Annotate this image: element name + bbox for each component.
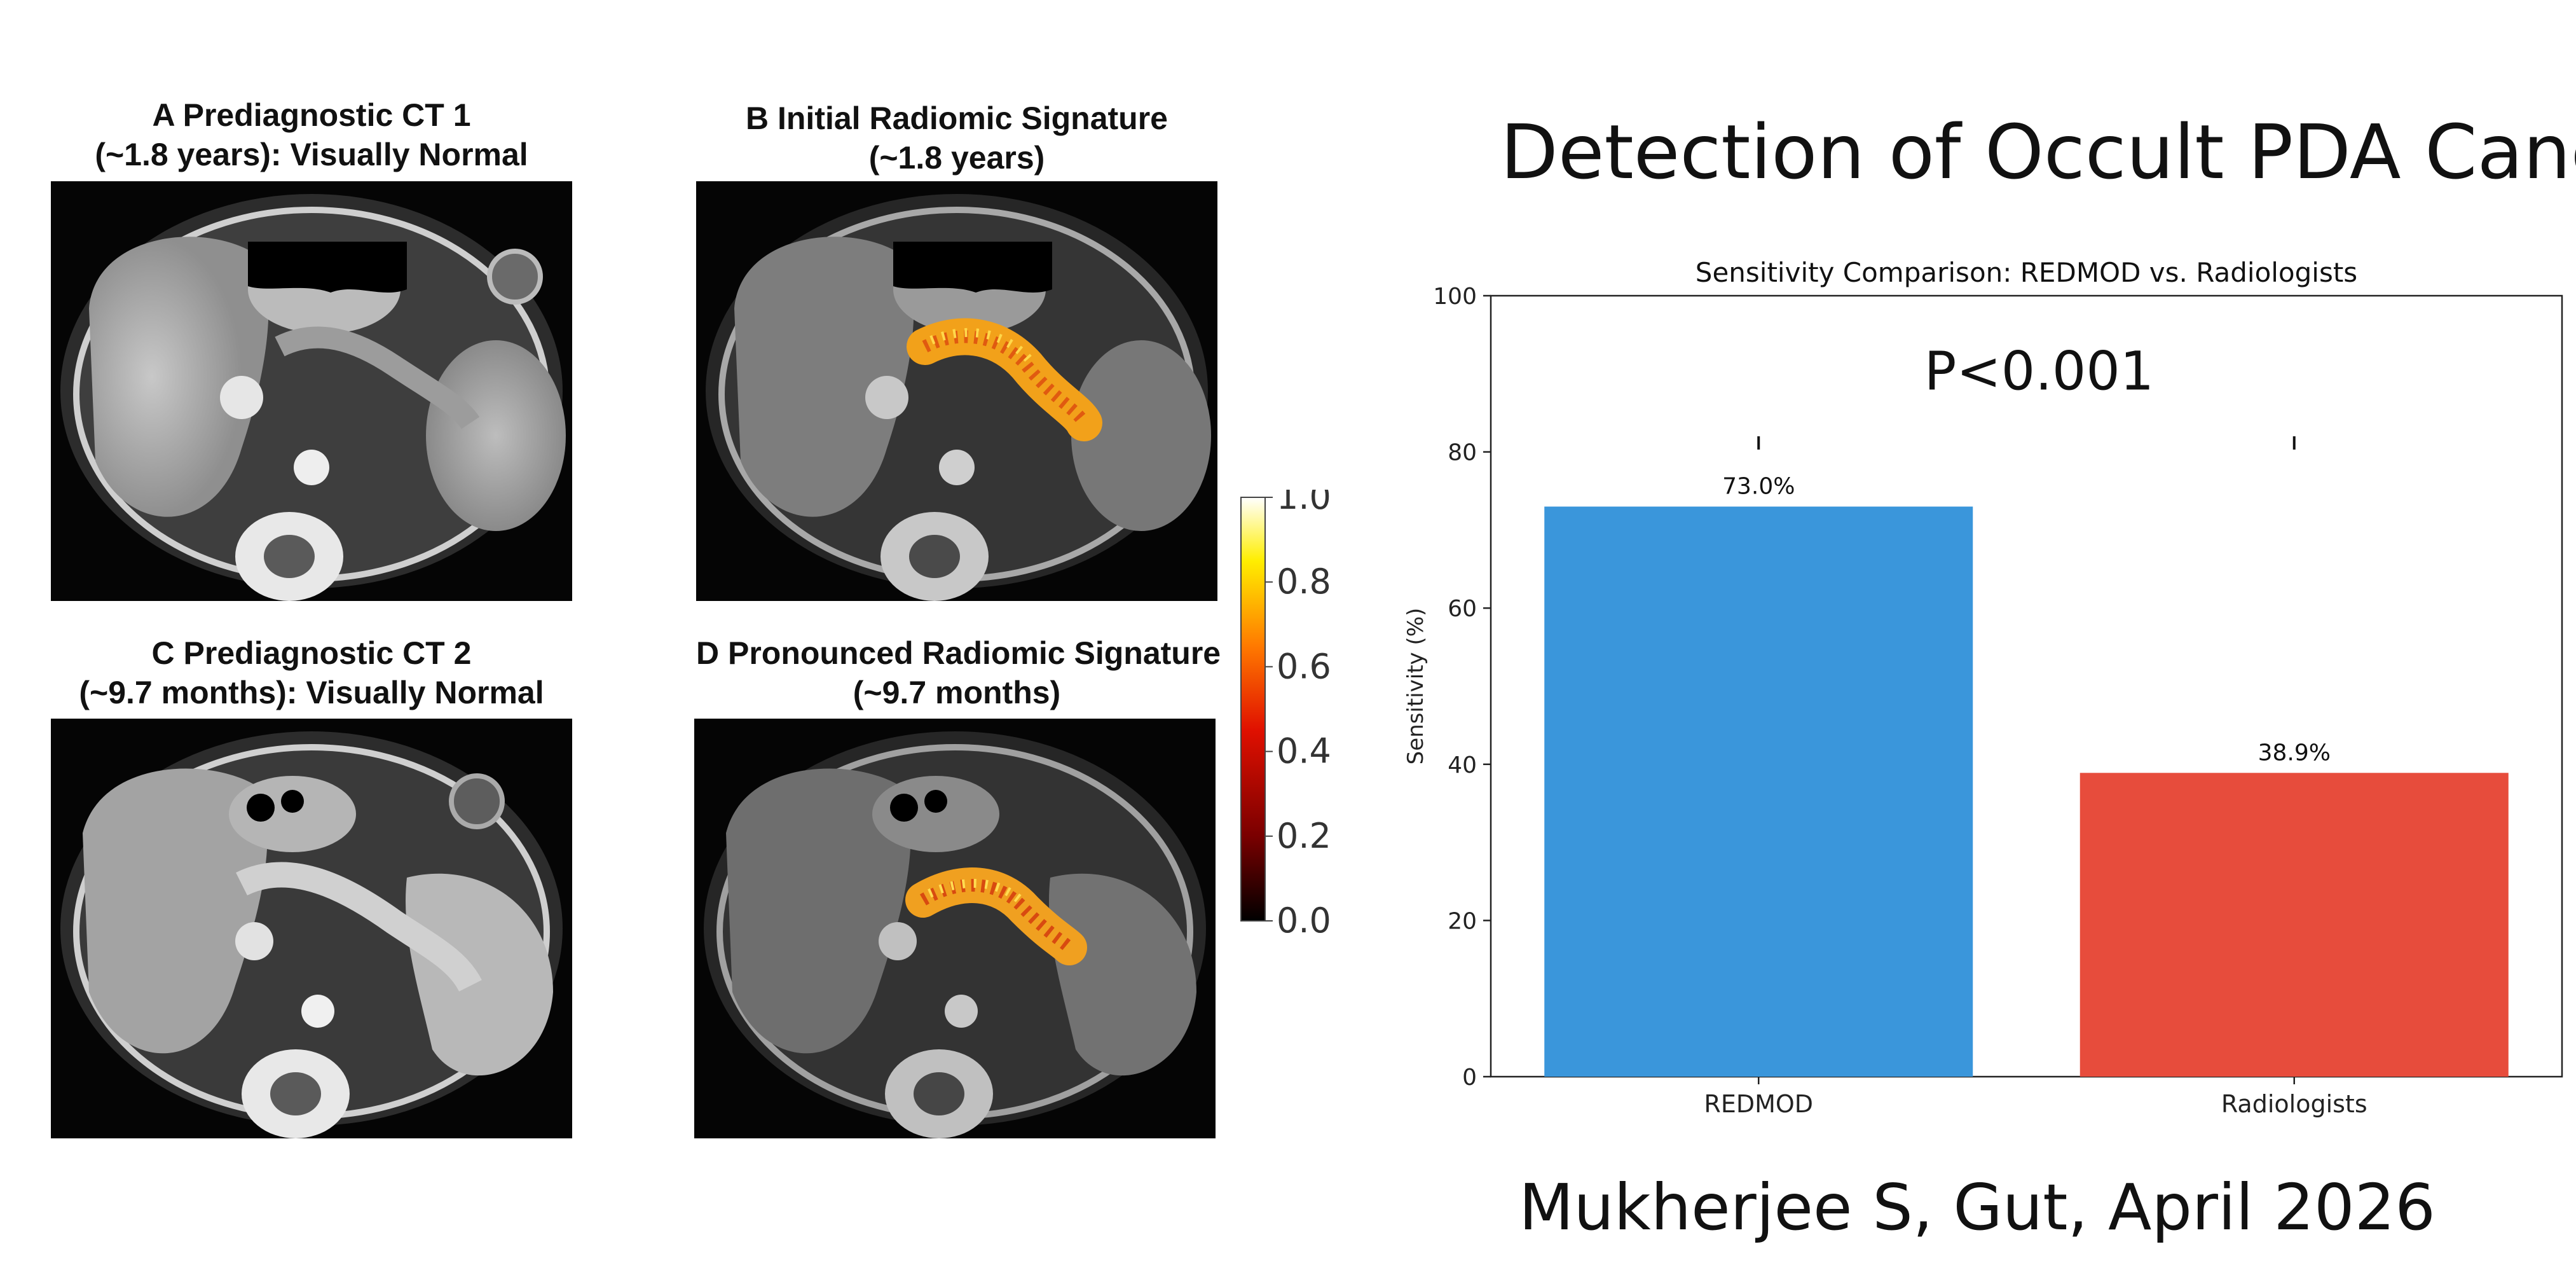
y-tick-label: 60 bbox=[1448, 596, 1477, 622]
ct-image-d bbox=[694, 719, 1216, 1138]
p-value-annotation: P<0.001 bbox=[1924, 340, 2155, 402]
citation: Mukherjee S, Gut, April 2026 bbox=[1519, 1170, 2436, 1245]
ct-scan-a-graphic bbox=[51, 181, 572, 601]
ct-scan-d-graphic bbox=[694, 719, 1216, 1138]
y-tick-label: 100 bbox=[1433, 284, 1477, 310]
x-tick-label: REDMOD bbox=[1704, 1090, 1813, 1118]
panel-c-title-line1: C Prediagnostic CT 2 bbox=[151, 635, 472, 671]
y-tick-label: 40 bbox=[1448, 752, 1477, 778]
colorbar-tick-label: 1.0 bbox=[1277, 490, 1331, 517]
panel-b-title-line2: (~1.8 years) bbox=[868, 140, 1045, 176]
panel-d-title-line1: D Pronounced Radiomic Signature bbox=[696, 635, 1221, 671]
y-tick-label: 0 bbox=[1462, 1065, 1477, 1091]
panel-b-title: B Initial Radiomic Signature (~1.8 years… bbox=[696, 99, 1217, 177]
panel-a-title: A Prediagnostic CT 1 (~1.8 years): Visua… bbox=[51, 95, 572, 174]
page-title: Detection of Occult PDA Cancer bbox=[1500, 108, 2576, 196]
y-axis-label: Sensitivity (%) bbox=[1403, 608, 1428, 765]
y-tick-label: 20 bbox=[1448, 908, 1477, 934]
panel-d-title-line2: (~9.7 months) bbox=[853, 675, 1061, 710]
colorbar-tick-label: 0.2 bbox=[1277, 816, 1331, 856]
panel-b-title-line1: B Initial Radiomic Signature bbox=[746, 100, 1168, 136]
ct-image-c bbox=[51, 719, 572, 1138]
plot-frame bbox=[1490, 294, 2563, 1078]
colorbar-tick-label: 0.8 bbox=[1277, 562, 1331, 602]
chart-title: Sensitivity Comparison: REDMOD vs. Radio… bbox=[1696, 257, 2357, 288]
colorbar-tick-label: 0.4 bbox=[1277, 731, 1331, 771]
bar-radiologists bbox=[2079, 773, 2509, 1077]
bar-value-label: 73.0% bbox=[1722, 474, 1795, 500]
panel-c-title-line2: (~9.7 months): Visually Normal bbox=[79, 675, 544, 710]
panel-d-title: D Pronounced Radiomic Signature (~9.7 mo… bbox=[696, 633, 1221, 712]
colorbar-gradient bbox=[1240, 497, 1266, 922]
x-tick-label: Radiologists bbox=[2221, 1090, 2367, 1118]
ct-image-b bbox=[696, 181, 1217, 601]
colorbar: 1.0 0.8 0.6 0.4 0.2 0.0 bbox=[1240, 490, 1331, 941]
bar-value-label: 38.9% bbox=[2258, 740, 2331, 766]
ct-image-a bbox=[51, 181, 572, 601]
sensitivity-bar-chart: Sensitivity Comparison: REDMOD vs. Radio… bbox=[1403, 257, 2563, 1118]
colorbar-tick-label: 0.6 bbox=[1277, 646, 1331, 686]
colorbar-tick-label: 0.0 bbox=[1277, 901, 1331, 941]
panel-a-title-line2: (~1.8 years): Visually Normal bbox=[95, 137, 528, 172]
panel-a-title-line1: A Prediagnostic CT 1 bbox=[152, 97, 471, 133]
y-tick-label: 80 bbox=[1448, 440, 1477, 466]
bar-redmod bbox=[1544, 506, 1973, 1077]
panel-c-title: C Prediagnostic CT 2 (~9.7 months): Visu… bbox=[51, 633, 572, 712]
ct-scan-b-graphic bbox=[696, 181, 1217, 601]
ct-scan-c-graphic bbox=[51, 719, 572, 1138]
